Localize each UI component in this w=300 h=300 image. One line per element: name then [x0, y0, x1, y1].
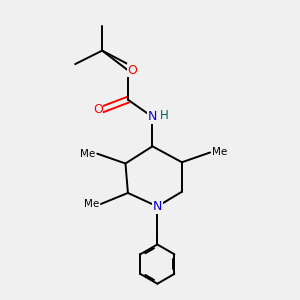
Text: H: H	[160, 109, 169, 122]
Text: N: N	[148, 110, 157, 123]
Text: Me: Me	[84, 199, 99, 209]
Text: Me: Me	[212, 148, 227, 158]
Text: Me: Me	[80, 149, 95, 159]
Text: N: N	[153, 200, 162, 213]
Text: O: O	[93, 103, 103, 116]
Text: O: O	[128, 64, 137, 77]
